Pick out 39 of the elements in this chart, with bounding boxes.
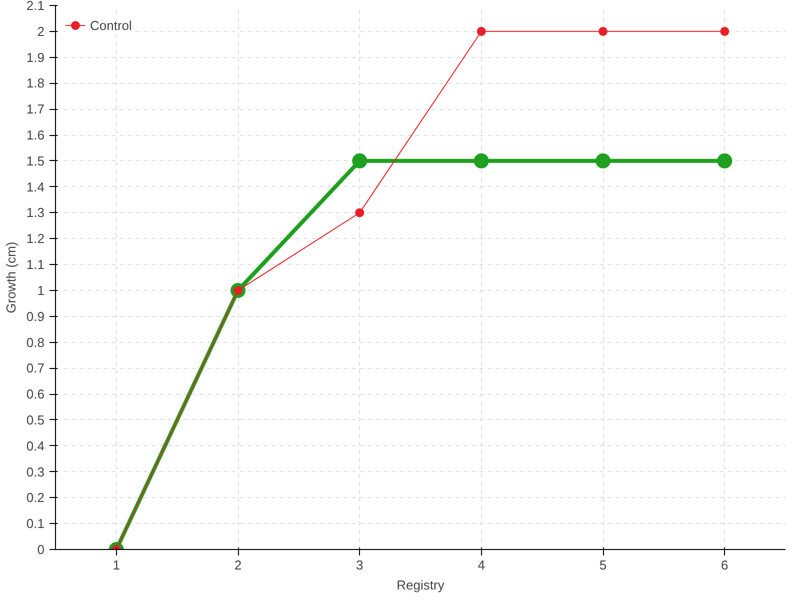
x-tick-label: 4 <box>478 558 485 572</box>
y-tick-label: 0.7 <box>26 360 45 376</box>
y-tick-label: 1.1 <box>26 257 45 272</box>
point <box>596 153 610 168</box>
y-tick-label: 2 <box>37 24 45 39</box>
y-tick-label: 1.4 <box>26 179 45 194</box>
legend-label: Control <box>90 18 132 32</box>
y-tick-label: 0.8 <box>26 334 45 350</box>
y-tick-label: 1.9 <box>26 50 45 65</box>
point <box>352 153 368 168</box>
y-tick-label: 1 <box>37 282 45 298</box>
y-tick-label: 0.2 <box>26 490 45 506</box>
y-tick-label: 1.6 <box>26 128 45 143</box>
y-tick-label: 0.6 <box>26 386 45 402</box>
x-tick-label: 1 <box>112 558 120 572</box>
point <box>474 153 489 168</box>
y-axis-title: Growth (cm) <box>3 242 18 314</box>
point <box>355 208 364 218</box>
point <box>476 26 486 36</box>
x-tick-label: 6 <box>721 558 728 572</box>
y-tick-label: 2.1 <box>26 0 45 13</box>
y-tick-label: 1.3 <box>26 205 45 220</box>
y-tick-label: 0 <box>37 542 45 557</box>
point <box>720 26 730 36</box>
y-tick-label: 0.5 <box>26 412 45 428</box>
y-tick-label: 0.9 <box>26 308 45 324</box>
x-tick-label: 3 <box>356 558 364 572</box>
y-tick-label: 1.2 <box>26 231 45 246</box>
x-axis-title: Registry <box>396 578 445 592</box>
y-tick-label: 1.5 <box>26 153 45 168</box>
y-tick-label: 0.1 <box>26 516 45 532</box>
point <box>598 26 608 36</box>
y-tick-label: 1.8 <box>26 76 45 91</box>
point <box>717 153 732 168</box>
x-tick-label: 2 <box>234 558 242 572</box>
y-tick-label: 0.3 <box>26 464 45 480</box>
y-tick-label: 0.4 <box>26 438 45 454</box>
y-tick-label: 1.7 <box>26 102 45 117</box>
x-tick-label: 5 <box>599 558 607 572</box>
